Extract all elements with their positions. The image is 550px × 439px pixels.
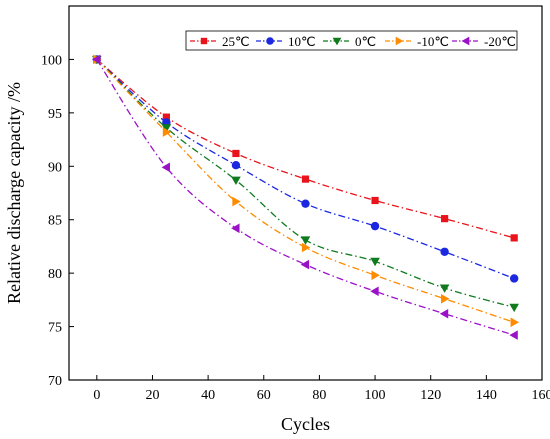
series-3 <box>93 54 519 328</box>
data-point <box>231 161 241 170</box>
data-point <box>461 36 470 46</box>
data-point <box>232 149 240 158</box>
data-point <box>162 127 172 137</box>
data-point <box>395 36 404 46</box>
x-axis: 0 20 40 60 80 100 120 140 160 <box>93 375 550 403</box>
data-point <box>509 274 519 283</box>
series-2 <box>92 55 519 313</box>
series-0 <box>93 55 518 242</box>
x-tick-label: 160 <box>532 388 550 403</box>
x-axis-title: Cycles <box>281 414 330 434</box>
data-point <box>441 293 450 304</box>
legend-entry: -10℃ <box>385 34 449 49</box>
legend-label: 10℃ <box>288 34 316 49</box>
data-point <box>509 330 518 340</box>
data-point <box>370 286 379 297</box>
x-tick-label: 120 <box>420 388 441 403</box>
data-point <box>371 270 380 281</box>
series-line <box>96 58 515 239</box>
series-line <box>96 58 515 323</box>
legend-entry: 0℃ <box>323 34 376 49</box>
x-tick-label: 0 <box>93 388 100 403</box>
y-tick-label: 95 <box>48 107 62 122</box>
x-tick-label: 140 <box>476 388 497 403</box>
series-line <box>96 59 515 336</box>
legend-label: -10℃ <box>417 34 449 49</box>
legend-box <box>185 30 518 51</box>
y-tick-label: 100 <box>41 53 62 68</box>
series-4 <box>92 54 518 340</box>
data-point <box>510 317 519 328</box>
plot-frame <box>68 5 543 381</box>
x-tick-label: 40 <box>201 388 215 403</box>
legend-entry: -20℃ <box>452 34 516 49</box>
data-point <box>300 259 310 270</box>
data-point <box>266 37 274 45</box>
data-point <box>232 196 241 207</box>
data-point <box>300 236 311 245</box>
y-tick-label: 70 <box>48 374 62 389</box>
data-point <box>509 303 519 313</box>
legend-label: 25℃ <box>222 34 250 49</box>
data-point <box>231 223 240 234</box>
x-tick-label: 60 <box>257 388 271 403</box>
y-tick-label: 90 <box>48 160 62 175</box>
x-tick-label: 100 <box>365 388 386 403</box>
data-point <box>301 175 310 183</box>
y-tick-label: 85 <box>48 214 62 229</box>
data-point <box>370 257 380 267</box>
data-point <box>371 196 379 205</box>
data-point <box>441 215 449 223</box>
data-point <box>301 199 310 208</box>
data-point <box>161 162 170 173</box>
data-point <box>231 176 241 185</box>
legend-entry: 25℃ <box>190 34 250 49</box>
legend: 25℃ 10℃ 0℃ -10℃ -20℃ <box>185 30 518 51</box>
y-tick-label: 80 <box>48 267 62 282</box>
legend-label: -20℃ <box>484 34 516 49</box>
data-point <box>162 113 170 121</box>
data-point <box>439 308 449 319</box>
x-tick-label: 80 <box>312 388 326 403</box>
y-axis: 70 75 80 85 90 95 100 <box>41 53 74 389</box>
legend-label: 0℃ <box>355 34 376 49</box>
data-point <box>92 54 101 65</box>
data-point <box>439 284 450 293</box>
series-line <box>96 58 515 308</box>
data-point <box>301 242 311 253</box>
data-point <box>510 234 518 242</box>
data-point <box>200 37 208 45</box>
data-point <box>370 221 380 231</box>
data-point <box>161 124 172 133</box>
series-layer <box>92 54 519 340</box>
y-axis-title: Relative discharge capacity /% <box>4 82 24 304</box>
data-point <box>332 37 342 46</box>
plot-area <box>68 5 543 381</box>
legend-entry: 10℃ <box>256 34 316 49</box>
y-tick-label: 75 <box>48 321 62 336</box>
data-point <box>440 247 449 256</box>
x-tick-label: 20 <box>145 388 159 403</box>
